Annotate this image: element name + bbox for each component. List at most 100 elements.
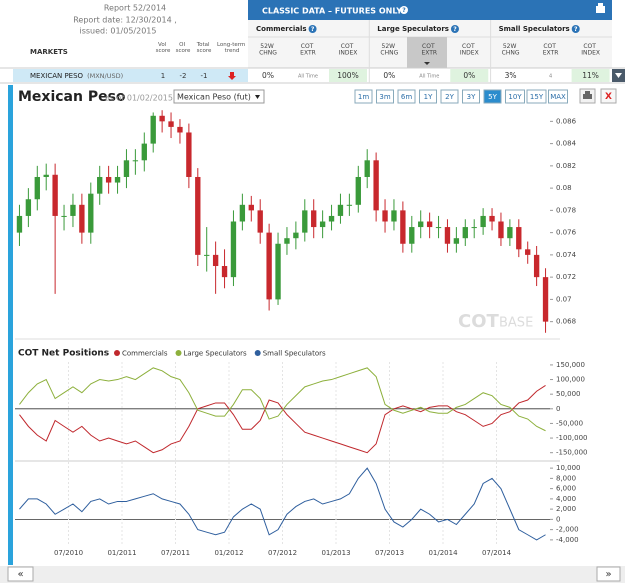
range-button[interactable] xyxy=(462,89,480,104)
x-tick-label: 01/2013 xyxy=(321,549,350,557)
metric-value: All Time xyxy=(419,74,439,80)
instrument-select[interactable] xyxy=(173,89,265,104)
range-button[interactable] xyxy=(376,89,394,104)
next-button-label: » xyxy=(605,569,611,580)
candle-body xyxy=(409,227,415,244)
range-button[interactable] xyxy=(354,89,373,104)
candle-body xyxy=(453,238,460,244)
help-icon-label: ? xyxy=(453,26,457,33)
candle-body xyxy=(248,204,254,211)
candle-body xyxy=(61,215,67,217)
candle-body xyxy=(168,121,174,127)
y-tick-label: 0.084 xyxy=(556,140,577,148)
market-name[interactable]: MEXICAN PESO xyxy=(30,72,84,80)
y-tick-label: 0.068 xyxy=(556,318,576,326)
group-header: Small Speculators xyxy=(499,25,570,33)
candle-body xyxy=(391,210,397,222)
legend-swatch[interactable] xyxy=(114,350,120,356)
metric-column-header: COT EXTR xyxy=(421,43,437,57)
candle-body xyxy=(141,143,147,161)
y-tick-label: 0.086 xyxy=(556,117,577,125)
y-tick-label: 0.076 xyxy=(556,229,577,237)
candle-body xyxy=(257,210,263,233)
metric-value: 4 xyxy=(549,74,552,80)
y-tick-label: 0.072 xyxy=(556,273,576,281)
candle-body xyxy=(435,227,442,229)
candle-body xyxy=(293,232,299,239)
metric-column-header: COT INDEX xyxy=(339,43,358,57)
range-button[interactable] xyxy=(505,89,525,104)
candle-body xyxy=(480,215,486,228)
as-of-date: as of 01/02/2015 xyxy=(105,94,173,103)
candle-body xyxy=(311,210,317,228)
range-button-label: 1m xyxy=(358,93,369,101)
print-button[interactable] xyxy=(579,88,596,104)
candle-body xyxy=(195,176,201,255)
help-icon[interactable] xyxy=(400,6,408,14)
candle-body xyxy=(221,266,228,278)
metric-value: 11% xyxy=(582,71,599,80)
range-button-label: 5Y xyxy=(488,93,497,101)
candle-body xyxy=(43,174,49,177)
legend-label[interactable]: Small Speculators xyxy=(263,350,326,358)
metric-column-header: COT INDEX xyxy=(581,43,600,57)
metric-value: 3% xyxy=(505,71,517,80)
x-tick-label: 01/2011 xyxy=(107,549,136,557)
candle-body xyxy=(239,204,246,222)
help-icon-label: ? xyxy=(402,7,406,14)
range-button[interactable] xyxy=(548,89,568,104)
range-button[interactable] xyxy=(526,89,547,104)
legend-swatch[interactable] xyxy=(175,350,182,356)
row-menu-arrow xyxy=(615,73,622,78)
legend-label[interactable]: Large Speculators xyxy=(184,350,248,358)
y-tick-label: 0 xyxy=(556,515,560,523)
legend-swatch[interactable] xyxy=(254,350,261,356)
y-tick-label: 100,000 xyxy=(556,376,585,384)
range-button[interactable] xyxy=(440,89,459,104)
candle-body xyxy=(400,210,406,244)
metric-column-header: 52W CHNG xyxy=(380,43,398,57)
close-button[interactable] xyxy=(600,88,617,104)
candle-body xyxy=(275,243,281,300)
range-button-label: 1Y xyxy=(424,93,433,101)
prev-button[interactable] xyxy=(7,566,34,582)
group-header: Large Speculators xyxy=(377,25,449,33)
metric-column-header: COT EXTR xyxy=(543,43,559,57)
row-highlight[interactable] xyxy=(13,69,248,82)
y-tick-label: 0.074 xyxy=(556,251,577,259)
metric-column-header: 52W CHNG xyxy=(259,43,277,57)
watermark: COT xyxy=(458,311,500,332)
market-code: (MXN/USD) xyxy=(87,72,123,80)
range-button[interactable] xyxy=(397,89,416,104)
candle-body xyxy=(462,227,468,239)
print-icon[interactable] xyxy=(596,3,605,13)
y-tick-label: 0 xyxy=(556,405,560,413)
side-stripe xyxy=(8,85,13,565)
candle-body xyxy=(533,254,540,278)
report-number: Report 52/2014 xyxy=(104,4,166,13)
x-tick-label: 07/2013 xyxy=(375,549,404,557)
range-button[interactable] xyxy=(483,89,502,104)
pager-bar xyxy=(0,566,625,583)
x-tick-label: 07/2014 xyxy=(482,549,512,557)
candle-body xyxy=(79,204,85,233)
help-icon[interactable] xyxy=(450,25,459,33)
x-tick-label: 01/2014 xyxy=(428,549,458,557)
index-cell xyxy=(450,69,489,82)
next-button[interactable] xyxy=(596,566,621,582)
legend-label[interactable]: Commercials xyxy=(122,350,168,358)
score-column-header: OI score xyxy=(176,42,191,54)
help-icon-label: ? xyxy=(574,26,578,33)
range-button[interactable] xyxy=(419,89,437,104)
help-icon[interactable] xyxy=(308,25,317,33)
range-button-label: 2Y xyxy=(445,93,454,101)
y-tick-label: 0.078 xyxy=(556,206,576,214)
prev-button-label: « xyxy=(17,569,23,580)
chart-title: Mexican Peso xyxy=(18,89,126,105)
candle-body xyxy=(328,215,335,222)
candle-body xyxy=(177,126,183,133)
help-icon[interactable] xyxy=(571,25,580,33)
